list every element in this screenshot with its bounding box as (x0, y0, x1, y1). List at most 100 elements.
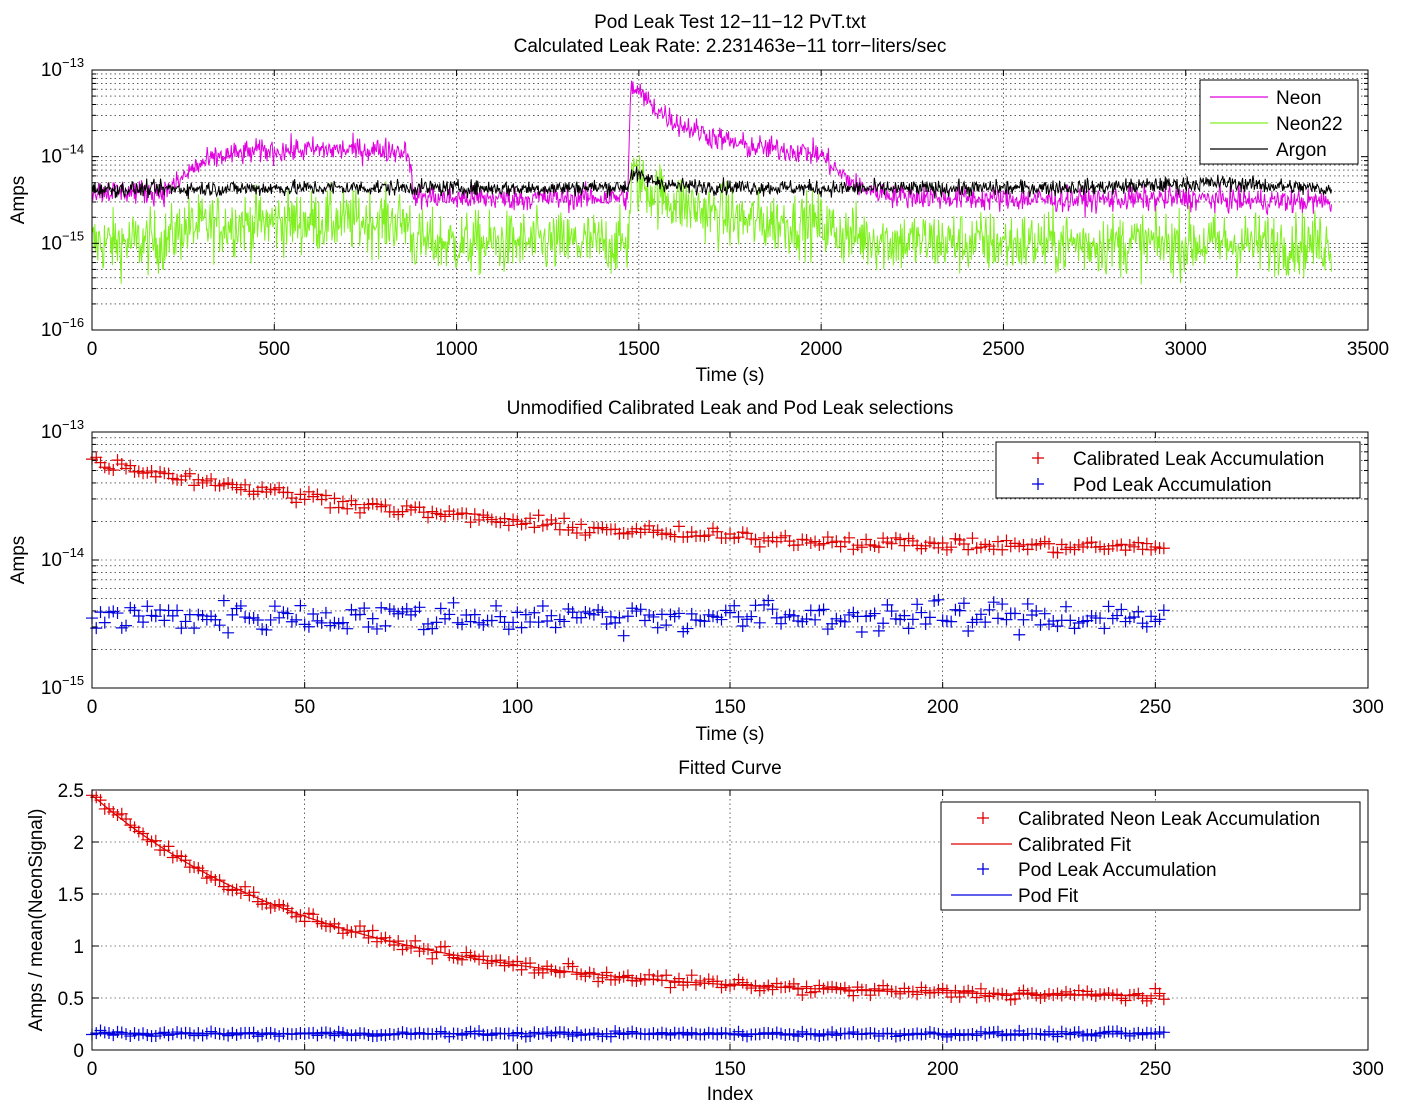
pod-leak-point (919, 618, 932, 631)
pod-leak-point (515, 621, 528, 634)
y-tick-exponent: −15 (62, 673, 84, 688)
calibrated-neon-point (94, 794, 107, 807)
calibrated-leak-point (328, 492, 341, 505)
calibrated-neon-point (405, 941, 417, 954)
pod-leak-point (558, 615, 571, 628)
legend-box-2 (995, 441, 1361, 499)
calibrated-leak-point (558, 512, 571, 525)
pod-leak-point (1030, 605, 1043, 618)
x-tick-label: 0 (87, 1059, 98, 1080)
calibrated-leak-point (753, 540, 766, 553)
pod-leak-point (1094, 612, 1107, 625)
pod-leak-point (132, 609, 145, 622)
pod-leak-point (596, 606, 609, 619)
y-tick-label: 10 (41, 233, 62, 254)
y-axis-label-3: Amps / mean(NeonSignal) (26, 809, 47, 1032)
legend-marker-calibrated-neon (977, 812, 989, 824)
pod-leak-point (877, 617, 890, 630)
pod-leak-point (188, 622, 201, 635)
pod-leak-point (222, 626, 235, 639)
pod-leak-point (906, 613, 919, 626)
calibrated-neon-point (672, 972, 685, 985)
x-tick-label: 200 (927, 697, 959, 718)
pod-leak-point (511, 606, 524, 619)
calibrated-neon-point (911, 988, 924, 1001)
calibrated-leak-point (1132, 536, 1145, 549)
grid-layer-1 (92, 70, 1368, 330)
pod-leak-point (1021, 597, 1034, 610)
x-tick-label: 150 (714, 1059, 746, 1080)
calibrated-leak-point (1051, 546, 1064, 559)
x-axis-label-3: Index (707, 1084, 754, 1105)
legend-marker-pod (1032, 478, 1044, 490)
calibrated-neon-point (1157, 993, 1170, 1006)
pod-leak-point (957, 597, 970, 610)
pod-leak-point (660, 619, 673, 632)
x-tick-label: 1000 (435, 339, 477, 360)
y-tick-label: 0 (73, 1041, 84, 1062)
calibrated-neon-point (366, 924, 379, 937)
pod-leak-point (945, 615, 958, 628)
pod-leak-point (1102, 600, 1115, 613)
x-tick-label: 50 (294, 697, 315, 718)
pod-leak-point (736, 620, 749, 633)
calibrated-leak-point (107, 464, 120, 477)
pod-leak-point (120, 619, 133, 632)
plot-area-1 (91, 69, 1369, 331)
x-tick-label: 2500 (982, 339, 1024, 360)
x-tick-label: 3500 (1347, 339, 1389, 360)
pod-leak-point (987, 596, 1000, 609)
calibrated-neon-point (137, 827, 150, 840)
legend-marker-calibrated (1032, 452, 1044, 464)
calibrated-leak-point (843, 531, 856, 544)
calibrated-leak-point (239, 478, 252, 491)
calibrated-leak-point (298, 493, 311, 506)
pod-leak-point (1132, 605, 1145, 618)
legend-3: Calibrated Neon Leak Accumulation Calibr… (940, 801, 1361, 911)
pod-leak-point (613, 611, 626, 624)
pod-leak-point (1017, 613, 1030, 626)
legend-2: Calibrated Leak Accumulation Pod Leak Ac… (995, 441, 1361, 499)
x-tick-label: 150 (714, 697, 746, 718)
pod-leak-point (456, 618, 469, 631)
pod-leak-point (762, 594, 775, 607)
y-tick-exponent: −13 (62, 55, 84, 70)
pod-leak-point (996, 598, 1009, 611)
pod-leak-point (1157, 1026, 1170, 1039)
calibrated-leak-point (290, 496, 303, 509)
pod-leak-point (915, 606, 928, 619)
pod-leak-point (766, 603, 779, 616)
pod-leak-point (647, 610, 660, 623)
calibrated-neon-point (766, 983, 779, 996)
calibrated-leak-point (575, 518, 588, 531)
chart-title-1: Pod Leak Test 12−11−12 PvT.txt (594, 12, 867, 33)
y-tick-exponent: −14 (62, 545, 84, 560)
pod-leak-point (137, 616, 150, 629)
pod-leak-point (264, 613, 277, 626)
x-tick-label: 50 (294, 1059, 315, 1080)
pod-leak-point (545, 609, 558, 622)
y-tick-label: 10 (41, 550, 62, 571)
series-line-neon22 (91, 155, 1332, 285)
pod-leak-point (519, 608, 532, 621)
calibrated-neon-point (426, 952, 439, 965)
calibrated-leak-point (749, 533, 762, 546)
pod-leak-point (175, 622, 188, 635)
series-line-argon (91, 166, 1332, 200)
pod-leak-point (1140, 620, 1153, 633)
pod-leak-point (732, 610, 745, 623)
calibrated-leak-point (341, 502, 354, 515)
calibrated-leak-point (672, 520, 685, 533)
calibrated-leak-point (379, 499, 392, 512)
pod-leak-point (426, 622, 439, 635)
calibrated-leak-point (498, 512, 511, 525)
legend-label-pod-fit: Pod Fit (1018, 886, 1079, 907)
pod-leak-point (528, 606, 541, 619)
pod-leak-point (536, 599, 549, 612)
pod-leak-point (855, 626, 868, 639)
calibrated-neon-point (234, 887, 247, 900)
y-tick-label: 2 (73, 833, 84, 854)
calibrated-leak-point (898, 539, 911, 552)
